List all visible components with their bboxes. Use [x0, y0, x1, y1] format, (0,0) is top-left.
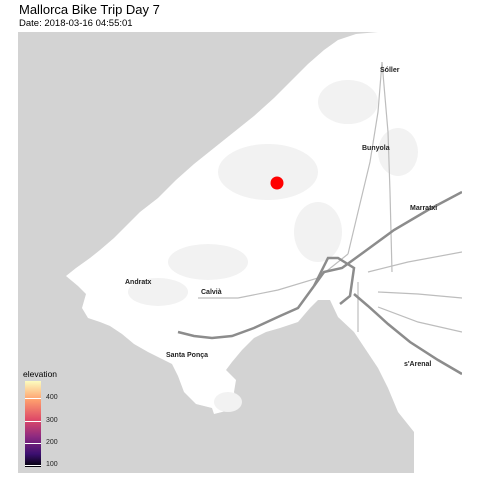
legend-tick-mark	[25, 421, 41, 422]
land-mass	[66, 32, 462, 473]
place-label-andratx: Andratx	[125, 279, 152, 286]
place-label-sarenal: s'Arenal	[404, 361, 431, 368]
place-label-marratxi: Marratxi	[410, 205, 437, 212]
elevation-color-bar	[25, 381, 41, 467]
legend-title: elevation	[23, 369, 58, 379]
place-label-santa-ponca: Santa Ponça	[166, 352, 208, 359]
legend-tick-mark	[25, 443, 41, 444]
legend-tick-label: 100	[46, 461, 58, 468]
highways	[177, 190, 462, 376]
legend-tick-mark	[25, 398, 41, 399]
map-panel[interactable]: Sóller Bunyola Marratxi Andratx Calvià S…	[18, 32, 462, 473]
legend-tick-mark	[25, 465, 41, 466]
map-subtitle: Date: 2018-03-16 04:55:01	[19, 18, 133, 29]
legend-tick-label: 400	[46, 394, 58, 401]
map-title: Mallorca Bike Trip Day 7	[19, 2, 160, 17]
legend-tick-label: 300	[46, 417, 58, 424]
map-svg: Sóller Bunyola Marratxi Andratx Calvià S…	[18, 32, 462, 473]
legend-tick-label: 200	[46, 439, 58, 446]
place-label-bunyola: Bunyola	[362, 145, 390, 152]
place-label-calvia: Calvià	[201, 289, 222, 296]
place-label-soller: Sóller	[380, 67, 400, 74]
location-marker[interactable]	[270, 176, 284, 190]
